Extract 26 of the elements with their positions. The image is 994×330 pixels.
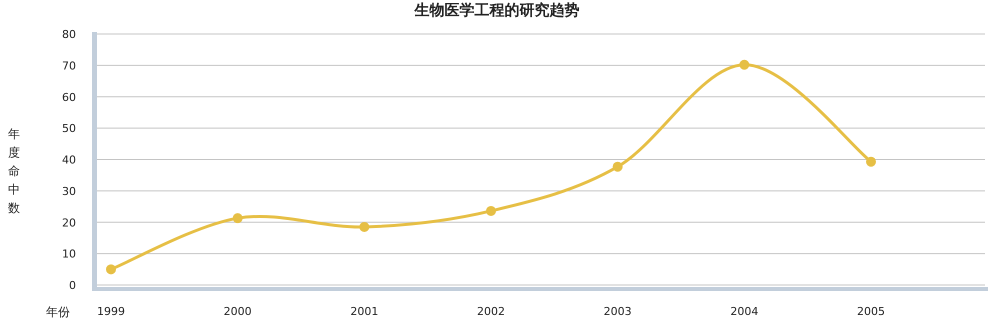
point bbox=[866, 156, 876, 167]
y-tick-label: 30 bbox=[62, 184, 76, 198]
x-tick-label: 2003 bbox=[604, 305, 632, 318]
point bbox=[359, 222, 370, 232]
y-tick-label: 10 bbox=[62, 248, 76, 261]
x-tick-label: 1999 bbox=[97, 305, 125, 318]
y-tick-label: 0 bbox=[69, 279, 76, 292]
y-tick-label: 70 bbox=[62, 59, 76, 72]
x-tick-label: 2000 bbox=[224, 305, 252, 318]
x-tick-label: 2004 bbox=[730, 305, 758, 318]
x-tick-label: 2005 bbox=[857, 305, 885, 318]
point bbox=[232, 213, 243, 224]
point bbox=[739, 60, 750, 70]
y-axis-title: 年度命中数 bbox=[8, 127, 20, 215]
point bbox=[612, 162, 623, 172]
y-tick-label: 80 bbox=[62, 28, 76, 41]
x-tick-label: 2001 bbox=[350, 305, 378, 318]
point bbox=[486, 206, 496, 216]
x-axis-title: 年份 bbox=[46, 305, 70, 319]
y-tick-label: 50 bbox=[62, 122, 76, 136]
y-tick-label: 60 bbox=[62, 90, 76, 104]
point bbox=[106, 264, 116, 274]
y-tick-label: 40 bbox=[62, 154, 76, 166]
y-tick-label: 20 bbox=[62, 216, 76, 230]
chart-title: 生物医学工程的研究趋势 bbox=[414, 1, 580, 19]
x-tick-label: 2002 bbox=[477, 305, 505, 318]
